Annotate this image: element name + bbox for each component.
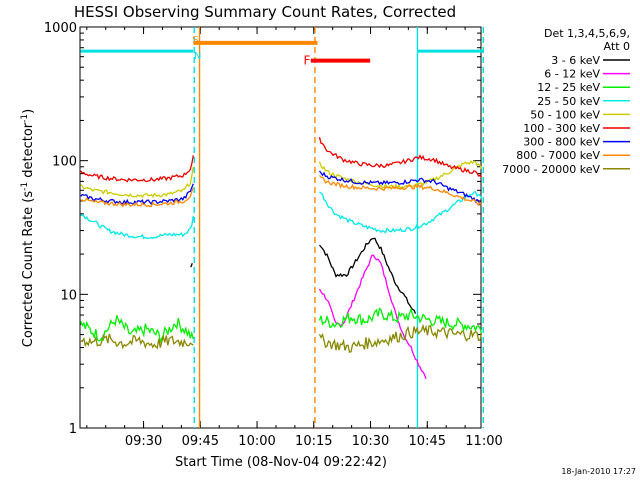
legend-entry-label: 7000 - 20000 keV [502, 163, 600, 176]
chart-title: HESSI Observing Summary Count Rates, Cor… [74, 3, 456, 21]
y-axis-label: Corrected Count Rate (s-1 detector-1) [20, 109, 36, 347]
annotation-label: S [192, 35, 198, 46]
axis-ticks: 09:30 09:45 10:00 10:15 10:30 10:45 11:00 1 10 10… [44, 21, 503, 449]
x-tick-label: 09:45 [182, 434, 219, 449]
series-line [80, 155, 194, 183]
annotation-label: F [304, 54, 311, 68]
legend-entry-label: 3 - 6 keV [551, 54, 600, 67]
series-line [80, 333, 194, 350]
series-lines [80, 137, 483, 380]
series-line [318, 307, 483, 334]
series-line [319, 191, 483, 234]
time-markers [80, 27, 484, 428]
series-line [80, 183, 194, 206]
legend-entry-label: 800 - 7000 keV [516, 149, 600, 162]
series-line [80, 315, 194, 345]
y-tick-label: 1000 [44, 21, 77, 36]
y-axis-label-mid: detector [21, 122, 36, 182]
x-tick-label: 10:45 [409, 434, 446, 449]
legend-entry-label: 100 - 300 keV [523, 122, 600, 135]
annotation-label: N [194, 51, 201, 62]
x-tick-label: 10:30 [352, 434, 389, 449]
y-tick-label: 1 [69, 422, 77, 437]
legend-entry-label: 12 - 25 keV [537, 81, 600, 94]
x-axis-label: Start Time (08-Nov-04 09:22:42) [175, 455, 387, 470]
x-tick-label: 09:30 [125, 434, 162, 449]
timestamp: 18-Jan-2010 17:27 [561, 467, 636, 476]
legend-header-detectors: Det 1,3,4,5,6,9, [544, 27, 630, 40]
x-tick-label: 10:00 [238, 434, 275, 449]
legend-entry-label: 6 - 12 keV [544, 68, 600, 81]
plot-frame [79, 26, 482, 429]
y-tick-label: 100 [52, 155, 77, 170]
y-axis-label-main: Corrected Count Rate (s [21, 191, 36, 348]
series-line [190, 263, 193, 268]
annotations: SN F [192, 35, 310, 67]
series-line [80, 187, 194, 208]
legend-entry-label: 25 - 50 keV [537, 95, 600, 108]
x-tick-label: 11:00 [465, 434, 502, 449]
series-line [318, 137, 483, 178]
legend-header-attenuator: Att 0 [604, 40, 630, 53]
series-line [80, 166, 194, 199]
y-axis-label-end: ) [21, 109, 36, 114]
y-tick-label: 10 [60, 288, 77, 303]
x-tick-label: 10:15 [295, 434, 332, 449]
series-line [318, 237, 417, 314]
legend-entry-label: 50 - 100 keV [530, 108, 600, 121]
series-line [80, 213, 194, 240]
series-line [318, 170, 482, 206]
y-axis-label-sup1: -1 [20, 182, 30, 191]
series-line [318, 174, 483, 207]
legend-entry-label: 300 - 800 keV [523, 136, 600, 149]
plot-area: 09:30 09:45 10:00 10:15 10:30 10:45 11:00 1 10 10… [44, 21, 503, 449]
y-axis-label-sup2: -1 [20, 114, 30, 123]
series-line [318, 323, 483, 353]
